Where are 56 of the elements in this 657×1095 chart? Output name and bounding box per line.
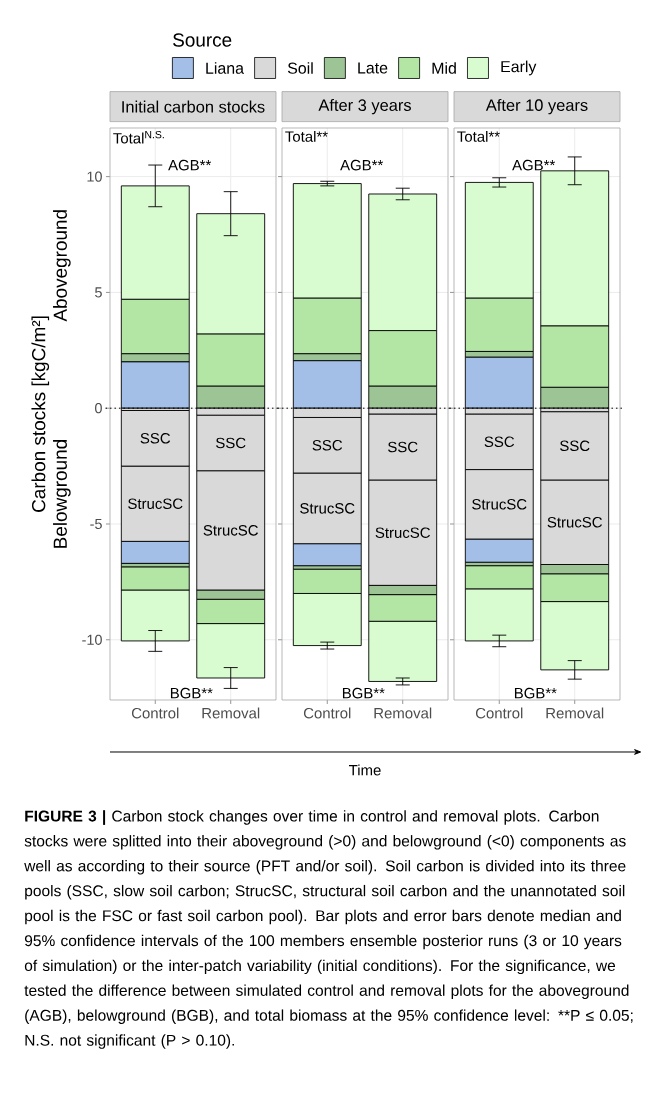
- text: 95% confidence intervals of the 100 members ensemble posterior runs (3 or 10 years: [24, 934, 622, 950]
- annotation: SSC: [140, 433, 171, 444]
- annotation: SSC: [216, 437, 246, 449]
- text: pool is the FSC or fast soil carbon pool). Bar plots and error bars denote median and: [25, 909, 621, 925]
- y-axis-title: Carbon stocks [kgC/m²]: [31, 316, 50, 512]
- text: well as according to their source (PFT and/or soil). Soil carbon is divided into its three: [24, 860, 626, 875]
- text: N.S. not significant (P > 0.10).: [25, 1034, 234, 1049]
- text: tested the difference between simulated control and removal plots for the aboveground: [24, 984, 629, 1000]
- annotation: StrucSC: [472, 499, 527, 510]
- annotation: StrucSC: [547, 516, 602, 528]
- annotation: BGB**: [170, 687, 213, 699]
- annotation: Total$^{N.S.}$: [113, 130, 164, 144]
- text: Aboveground: [53, 210, 71, 322]
- text: pools (SSC, slow soil carbon; StrucSC, structural soil carbon and the unannotated soil: [25, 884, 625, 900]
- annotation: SSC: [484, 436, 515, 448]
- y-tick-label: -10: [82, 634, 102, 645]
- annotation: StrucSC: [300, 503, 355, 514]
- x-tick-label: Control: [131, 707, 179, 719]
- annotation: BGB**: [514, 687, 557, 699]
- text: stocks were splitted into their aboveground (>0) and belowground (<0) components as: [24, 835, 626, 850]
- annotation: SSC: [560, 440, 590, 452]
- text: (AGB), belowground (BGB), and total biomass at the 95% confidence level: **P ≤ 0.05;: [25, 1009, 633, 1024]
- legend-title: Source: [173, 33, 232, 47]
- y-tick-label: -5: [90, 518, 102, 530]
- annotation: StrucSC: [128, 498, 183, 510]
- annotation: AGB**: [340, 159, 384, 171]
- x-tick-label: Removal: [374, 707, 432, 719]
- legend-label: Early: [501, 60, 537, 76]
- chart-title: Initial carbon stocks: [122, 100, 265, 113]
- x-tick-label: Removal: [546, 707, 604, 719]
- annotation: AGB**: [168, 159, 212, 171]
- chart-title: After 3 years: [318, 98, 411, 115]
- text: Carbon stock changes over time in control and removal plots. Carbon: [112, 810, 599, 825]
- annotation: SSC: [388, 441, 418, 453]
- x-tick-label: Control: [475, 707, 523, 719]
- annotation: StrucSC: [203, 525, 258, 536]
- annotation: Total**: [285, 130, 328, 142]
- x-tick-label: Control: [303, 707, 351, 719]
- y-tick-label: 0: [95, 403, 102, 414]
- legend-label: Soil: [287, 62, 313, 74]
- x-tick-label: Removal: [202, 707, 260, 719]
- annotation: SSC: [312, 439, 343, 451]
- text: Belowground: [53, 440, 71, 548]
- y-tick-label: 10: [87, 171, 102, 182]
- annotation: Total**: [457, 130, 500, 142]
- legend-label: Late: [358, 62, 388, 74]
- legend-label: Liana: [206, 62, 244, 74]
- annotation: StrucSC: [375, 527, 430, 538]
- annotation: BGB**: [342, 687, 385, 699]
- y-tick-label: 5: [95, 287, 102, 298]
- legend-label: Mid: [432, 62, 456, 74]
- text: of simulation) or the inter-patch variability (initial conditions). For the significance, we: [24, 959, 616, 975]
- chart-title: After 10 years: [485, 98, 588, 115]
- x-axis-title: Time: [349, 764, 381, 776]
- annotation: AGB**: [512, 159, 556, 171]
- caption: FIGURE 3 |: [25, 810, 106, 825]
